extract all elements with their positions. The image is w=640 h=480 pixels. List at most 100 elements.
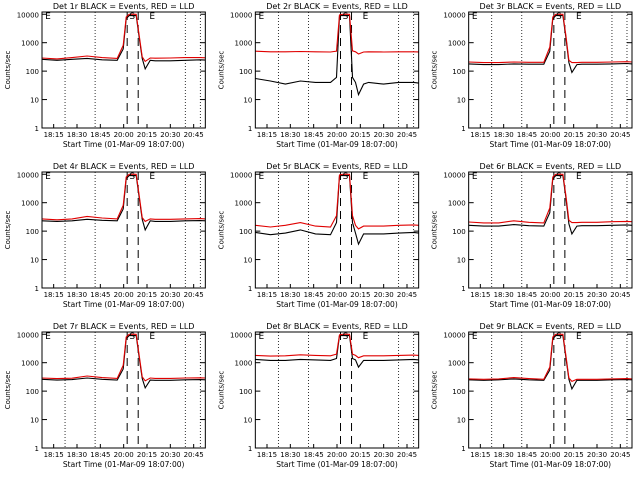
series-line-events [255, 175, 419, 246]
y-tick-label: 10000 [443, 171, 465, 179]
x-axis-label: Start Time (01-Mar-09 18:07:00) [276, 460, 398, 469]
y-tick-label: 100 [452, 68, 465, 76]
x-tick-label: 20:45 [184, 451, 204, 459]
x-axis-label: Start Time (01-Mar-09 18:07:00) [63, 140, 185, 149]
x-axis-label: Start Time (01-Mar-09 18:07:00) [490, 300, 612, 309]
series-line-events [41, 15, 206, 71]
y-axis-label: Counts/sec [431, 371, 439, 410]
y-axis-label: Counts/sec [4, 371, 12, 410]
x-tick-label: 18:15 [257, 291, 277, 299]
x-tick-label: 18:45 [90, 451, 110, 459]
panel-title: Det 3r BLACK = Events, RED = LLD [480, 2, 622, 11]
x-tick-label: 20:00 [114, 131, 134, 139]
y-tick-label: 1 [248, 125, 252, 133]
x-axis-label: Start Time (01-Mar-09 18:07:00) [63, 300, 185, 309]
y-tick-label: 1 [461, 285, 465, 293]
series-line-events [468, 175, 633, 236]
corner-label: E [45, 332, 51, 342]
corner-label: E [576, 12, 582, 22]
y-tick-label: 10000 [230, 11, 252, 19]
series-line-lld [41, 13, 206, 63]
series-line-lld [468, 173, 633, 224]
x-tick-label: 20:00 [114, 291, 134, 299]
series-line-lld [41, 333, 206, 382]
x-tick-label: 18:30 [280, 131, 300, 139]
y-tick-label: 10000 [17, 331, 39, 339]
x-tick-label: 20:45 [397, 131, 417, 139]
corner-label: S [129, 172, 135, 182]
y-tick-label: 10000 [230, 331, 252, 339]
x-tick-label: 18:15 [470, 291, 490, 299]
x-tick-label: 18:45 [90, 131, 110, 139]
x-tick-label: 20:30 [587, 131, 607, 139]
y-tick-label: 100 [239, 228, 252, 236]
x-tick-label: 18:45 [517, 291, 537, 299]
y-tick-label: 100 [26, 68, 39, 76]
x-tick-label: 20:45 [610, 291, 630, 299]
panel-title: Det 8r BLACK = Events, RED = LLD [266, 322, 408, 331]
y-tick-label: 100 [452, 388, 465, 396]
y-tick-label: 100 [452, 228, 465, 236]
x-tick-label: 18:15 [257, 131, 277, 139]
x-tick-label: 20:30 [374, 291, 394, 299]
x-axis-label: Start Time (01-Mar-09 18:07:00) [490, 140, 612, 149]
y-tick-label: 100 [26, 228, 39, 236]
y-tick-label: 10 [243, 417, 252, 425]
panel-title: Det 5r BLACK = Events, RED = LLD [266, 162, 408, 171]
x-tick-label: 20:15 [137, 131, 157, 139]
corner-label: E [45, 12, 51, 22]
corner-label: E [576, 332, 582, 342]
y-tick-label: 1000 [21, 200, 39, 208]
plot-frame [41, 331, 206, 449]
plot-frame [41, 11, 206, 129]
plot-frame [41, 171, 206, 289]
x-tick-label: 18:45 [517, 451, 537, 459]
x-tick-label: 20:15 [350, 131, 370, 139]
x-tick-label: 18:45 [304, 131, 324, 139]
corner-label: E [576, 172, 582, 182]
x-tick-label: 20:30 [587, 451, 607, 459]
corner-label: E [149, 332, 155, 342]
y-tick-label: 1000 [448, 40, 466, 48]
x-tick-label: 18:30 [67, 291, 87, 299]
x-tick-label: 20:15 [564, 291, 584, 299]
series-line-lld [255, 333, 419, 359]
x-tick-label: 18:45 [517, 131, 537, 139]
x-tick-label: 20:00 [540, 131, 560, 139]
y-tick-label: 100 [26, 388, 39, 396]
x-tick-label: 20:15 [350, 291, 370, 299]
series-line-events [41, 335, 206, 390]
corner-label: S [129, 12, 135, 22]
x-tick-label: 20:00 [114, 451, 134, 459]
series-line-events [468, 15, 633, 74]
y-tick-label: 10000 [230, 171, 252, 179]
x-axis-label: Start Time (01-Mar-09 18:07:00) [276, 140, 398, 149]
corner-label: S [556, 12, 562, 22]
x-tick-label: 20:15 [350, 451, 370, 459]
series-line-events [468, 335, 633, 391]
x-tick-label: 20:45 [184, 291, 204, 299]
corner-label: S [556, 172, 562, 182]
panel-title: Det 7r BLACK = Events, RED = LLD [53, 322, 195, 331]
y-tick-label: 10000 [443, 331, 465, 339]
y-tick-label: 1 [35, 285, 39, 293]
corner-label: E [363, 12, 369, 22]
plot-frame [468, 171, 633, 289]
y-tick-label: 10000 [17, 11, 39, 19]
x-tick-label: 20:30 [160, 291, 180, 299]
x-tick-label: 18:45 [304, 291, 324, 299]
x-tick-label: 20:15 [137, 291, 157, 299]
x-tick-label: 18:30 [494, 131, 514, 139]
x-tick-label: 18:30 [67, 451, 87, 459]
y-tick-label: 100 [239, 388, 252, 396]
plot-frame [254, 171, 420, 289]
y-tick-label: 1000 [235, 40, 253, 48]
y-tick-label: 10 [457, 97, 466, 105]
x-tick-label: 20:15 [564, 131, 584, 139]
y-tick-label: 1 [248, 285, 252, 293]
series-line-lld [468, 13, 633, 64]
x-tick-label: 20:30 [587, 291, 607, 299]
